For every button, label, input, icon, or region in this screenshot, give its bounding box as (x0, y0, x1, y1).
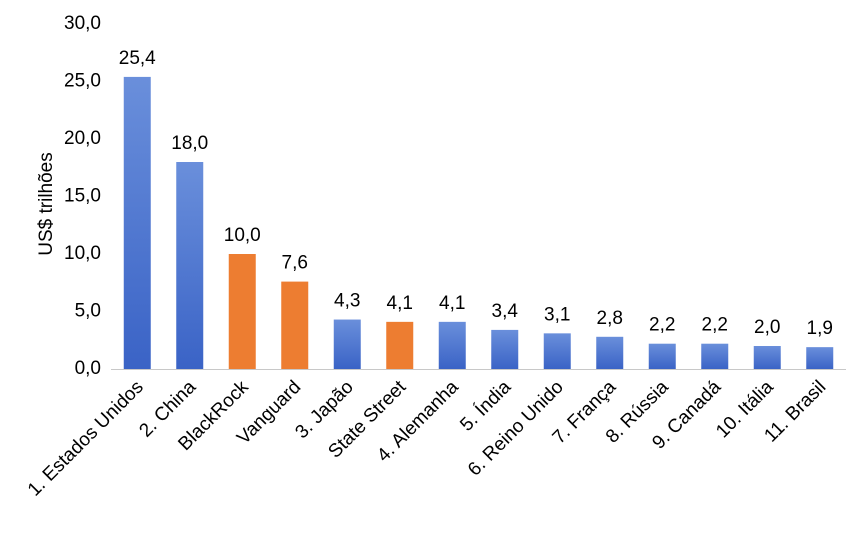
y-tick-label: 20,0 (64, 128, 101, 149)
bar-value-label: 25,4 (119, 48, 156, 69)
y-tick-label: 15,0 (64, 186, 101, 207)
bar-value-label: 3,1 (544, 304, 570, 325)
y-axis-title: US$ trilhões (36, 152, 57, 256)
bar-value-label: 3,4 (492, 301, 519, 322)
bars-group (123, 76, 834, 370)
bar (438, 321, 466, 369)
bar-value-label: 1,9 (807, 318, 833, 339)
bar (543, 333, 571, 369)
bar-value-label: 4,1 (387, 293, 413, 314)
bar (176, 162, 204, 369)
bar (753, 346, 781, 369)
data-labels: 25,4 18,0 10,0 7,6 4,3 4,1 4,1 3,4 3,1 2,8 2,2 2,2 2… (119, 48, 833, 339)
bar (123, 76, 151, 370)
bar (806, 347, 834, 369)
bar (386, 321, 414, 369)
bar (701, 343, 729, 369)
y-tick-label: 5,0 (75, 301, 101, 322)
bar-value-label: 7,6 (282, 253, 308, 274)
bar-value-label: 4,3 (334, 291, 360, 312)
bar (333, 319, 361, 369)
bar-value-label: 2,8 (597, 308, 623, 329)
y-tick-label: 30,0 (64, 13, 101, 34)
y-tick-label: 0,0 (75, 358, 101, 379)
bar-value-label: 2,0 (754, 317, 780, 338)
bar-value-label: 10,0 (224, 225, 261, 246)
bar-value-label: 18,0 (171, 133, 208, 154)
bar (491, 329, 519, 369)
bar (648, 343, 676, 369)
bar-value-label: 2,2 (702, 315, 728, 336)
bar-value-label: 4,1 (439, 293, 465, 314)
y-tick-label: 25,0 (64, 71, 101, 92)
y-tick-label: 10,0 (64, 243, 101, 264)
bar (281, 281, 309, 369)
bar-value-label: 2,2 (649, 315, 675, 336)
bar (596, 336, 624, 369)
x-category-label: 1. Estados Unidos (24, 377, 148, 501)
y-axis-ticks: 0,0 5,0 10,0 15,0 20,0 25,0 30,0 (64, 13, 101, 379)
bar (228, 254, 256, 369)
